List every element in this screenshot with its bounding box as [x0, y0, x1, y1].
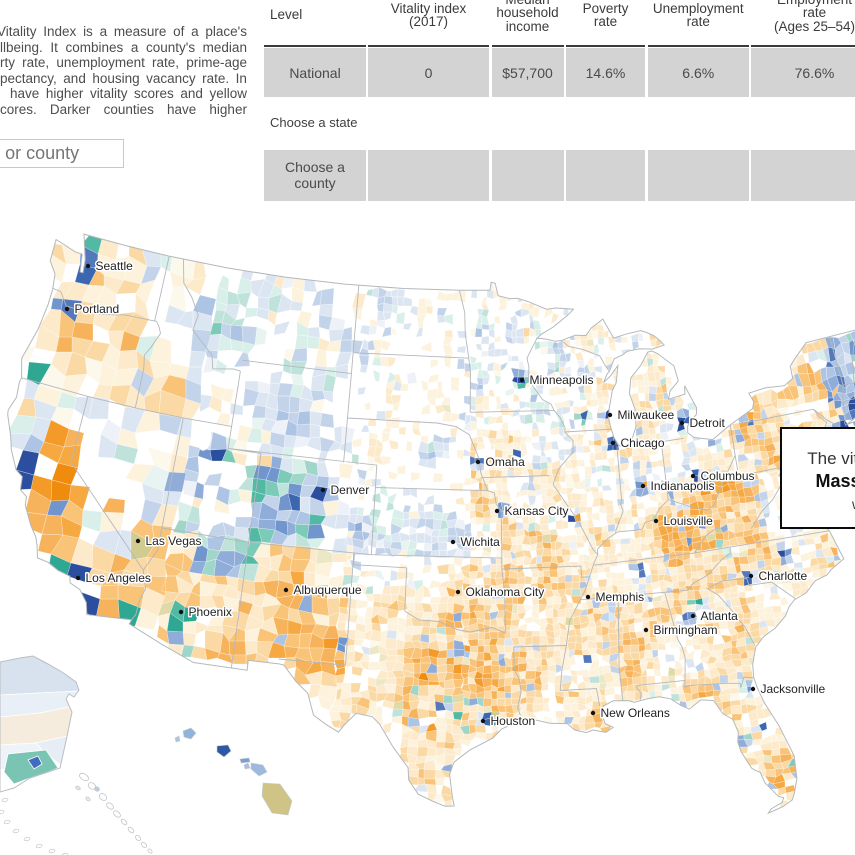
svg-text:Portland: Portland: [75, 302, 120, 316]
svg-text:Birmingham: Birmingham: [654, 623, 718, 637]
svg-text:Los Angeles: Los Angeles: [86, 571, 151, 585]
svg-text:Phoenix: Phoenix: [189, 605, 232, 619]
svg-text:Las Vegas: Las Vegas: [146, 534, 202, 548]
svg-text:Jacksonville: Jacksonville: [761, 682, 826, 696]
svg-text:New Orleans: New Orleans: [601, 706, 670, 720]
svg-text:Seattle: Seattle: [96, 259, 134, 273]
svg-text:Denver: Denver: [331, 483, 370, 497]
svg-text:Milwaukee: Milwaukee: [618, 408, 675, 422]
svg-text:Omaha: Omaha: [486, 455, 526, 469]
svg-text:Charlotte: Charlotte: [759, 569, 808, 583]
svg-text:Indianapolis: Indianapolis: [651, 479, 715, 493]
svg-text:Detroit: Detroit: [690, 416, 726, 430]
svg-text:Oklahoma City: Oklahoma City: [466, 585, 545, 599]
svg-text:Louisville: Louisville: [664, 514, 714, 528]
svg-text:Kansas City: Kansas City: [505, 504, 569, 518]
svg-text:Columbus: Columbus: [701, 469, 755, 483]
svg-text:Albuquerque: Albuquerque: [294, 583, 362, 597]
svg-text:Wichita: Wichita: [461, 535, 501, 549]
svg-text:Houston: Houston: [491, 714, 536, 728]
svg-text:Memphis: Memphis: [596, 590, 645, 604]
svg-text:Chicago: Chicago: [621, 436, 665, 450]
svg-text:Atlanta: Atlanta: [701, 609, 739, 623]
svg-text:Minneapolis: Minneapolis: [530, 373, 594, 387]
